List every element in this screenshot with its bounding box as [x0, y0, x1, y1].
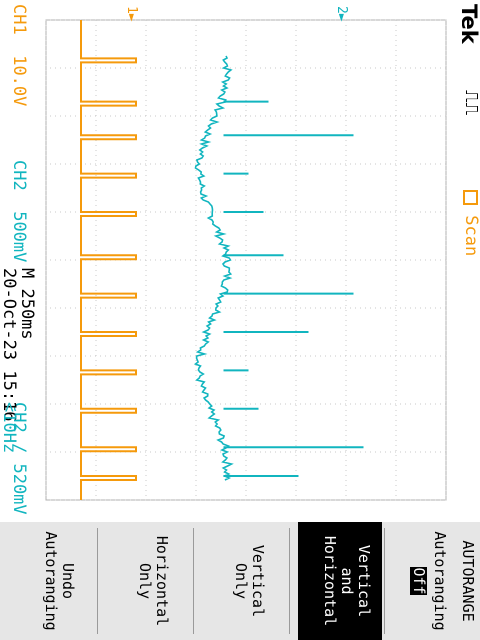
waveform-traces	[80, 20, 364, 500]
ch2-ground-marker: 2►	[334, 6, 349, 22]
ch2-trace	[193, 55, 234, 481]
waveform-plot	[30, 0, 462, 522]
autoranging-off-button[interactable]: Autoranging Off	[410, 531, 449, 631]
date-time-readout: 20-Oct-23 15:16	[0, 268, 19, 422]
horizontal-only-button[interactable]: Horizontal Only	[136, 535, 171, 627]
ch1-trace	[80, 20, 137, 500]
vertical-only-button[interactable]: Vertical Only	[232, 544, 267, 618]
ch1-readout: CH1 10.0V	[9, 4, 29, 107]
vertical-and-horizontal-button[interactable]: Vertical and Horizontal	[298, 522, 382, 640]
ch2-readout: CH2 500mV	[9, 160, 29, 263]
autorange-menu: AUTORANGE Autoranging Off Vertical and H…	[0, 522, 480, 640]
trigger-pulse-icon: ⎍⎍	[461, 90, 480, 116]
undo-autoranging-button[interactable]: Undo Autoranging	[42, 531, 77, 631]
scan-label: Scan	[461, 215, 480, 257]
ch1-ground-marker: 1►	[124, 6, 139, 22]
menu-title: AUTORANGE	[459, 540, 477, 622]
scan-mode-indicator: Scan	[461, 190, 480, 257]
trigger-frequency-readout: <10Hz	[0, 402, 19, 454]
timebase-readout: M 250ms	[17, 268, 37, 340]
scan-checkbox-icon	[463, 190, 479, 205]
